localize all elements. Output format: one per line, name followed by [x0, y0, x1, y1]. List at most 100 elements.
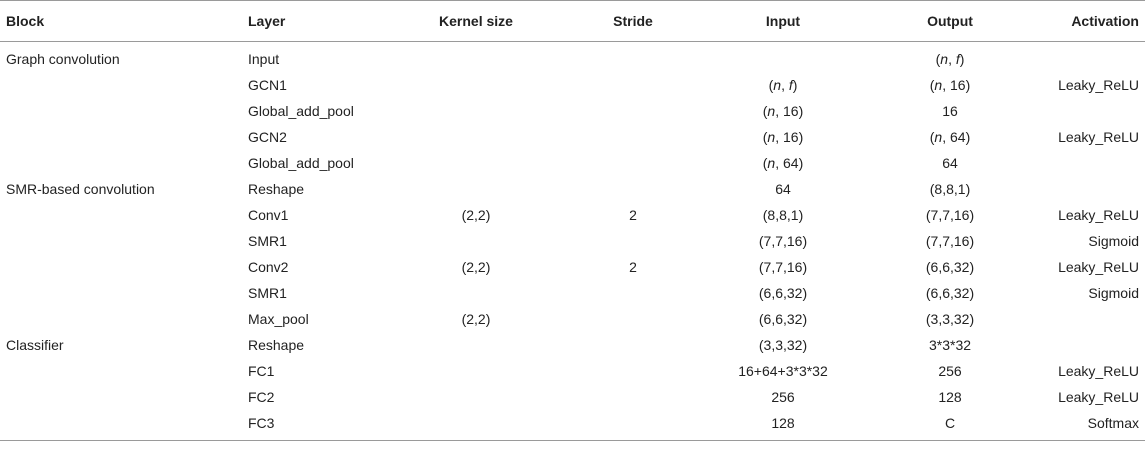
header-output: Output — [927, 13, 973, 29]
cell-input: (7,7,16) — [758, 259, 808, 275]
cell-kernel-size — [386, 42, 566, 73]
cell-input: (n, 16) — [762, 103, 804, 119]
table-row: GCN1 (n, f) (n, 16) Leaky_ReLU — [0, 72, 1145, 98]
cell-block — [0, 124, 236, 150]
cell-input: (n, 16) — [762, 129, 804, 145]
cell-kernel-size — [386, 228, 566, 254]
cell-output: (8,8,1) — [929, 181, 971, 197]
cell-stride — [566, 72, 700, 98]
cell-input: (7,7,16) — [758, 233, 808, 249]
cell-stride — [566, 176, 700, 202]
cell-activation: Sigmoid — [1088, 233, 1139, 249]
architecture-table: Block Layer Kernel size Stride Input Out… — [0, 0, 1145, 441]
cell-kernel-size — [386, 410, 566, 441]
table-row: Max_pool (2,2) (6,6,32) (3,3,32) — [0, 306, 1145, 332]
cell-kernel-size — [386, 124, 566, 150]
cell-input: 64 — [775, 181, 791, 197]
cell-stride — [566, 384, 700, 410]
cell-input: (3,3,32) — [758, 337, 808, 353]
cell-layer: SMR1 — [248, 233, 287, 249]
table-row: Classifier Reshape (3,3,32) 3*3*32 — [0, 332, 1145, 358]
cell-layer: FC3 — [248, 415, 275, 431]
cell-block — [0, 98, 236, 124]
table-row: Global_add_pool (n, 64) 64 — [0, 150, 1145, 176]
cell-layer: FC2 — [248, 389, 275, 405]
cell-block — [0, 358, 236, 384]
header-row: Block Layer Kernel size Stride Input Out… — [0, 0, 1145, 42]
cell-block — [0, 410, 236, 441]
cell-layer: Conv1 — [248, 207, 289, 223]
cell-stride — [566, 410, 700, 441]
cell-stride — [566, 228, 700, 254]
cell-output: 64 — [942, 155, 958, 171]
cell-activation: Leaky_ReLU — [1058, 363, 1139, 379]
cell-output: C — [944, 415, 956, 431]
cell-stride — [566, 98, 700, 124]
header-kernel-size: Kernel size — [439, 13, 513, 29]
cell-output: 256 — [938, 363, 962, 379]
cell-block — [0, 280, 236, 306]
cell-output: 3*3*32 — [928, 337, 972, 353]
cell-stride — [566, 150, 700, 176]
cell-activation: Sigmoid — [1088, 285, 1139, 301]
cell-activation — [1034, 98, 1145, 124]
cell-activation — [1034, 306, 1145, 332]
cell-output: (n, 64) — [929, 129, 971, 145]
header-layer: Layer — [248, 13, 286, 29]
cell-kernel-size — [386, 332, 566, 358]
table-row: Conv1 (2,2) 2 (8,8,1) (7,7,16) Leaky_ReLU — [0, 202, 1145, 228]
cell-kernel-size — [386, 358, 566, 384]
cell-stride — [566, 280, 700, 306]
cell-input: (8,8,1) — [762, 207, 804, 223]
cell-block — [0, 202, 236, 228]
table-row: SMR1 (6,6,32) (6,6,32) Sigmoid — [0, 280, 1145, 306]
cell-output: (6,6,32) — [925, 259, 975, 275]
cell-block — [0, 228, 236, 254]
table-row: SMR1 (7,7,16) (7,7,16) Sigmoid — [0, 228, 1145, 254]
cell-activation — [1034, 332, 1145, 358]
cell-output: 128 — [938, 389, 962, 405]
cell-kernel-size: (2,2) — [461, 311, 491, 327]
cell-input: 256 — [771, 389, 795, 405]
cell-input — [700, 42, 866, 73]
cell-block: SMR-based convolution — [6, 181, 155, 197]
cell-output: 16 — [942, 103, 958, 119]
cell-activation — [1034, 42, 1145, 73]
cell-output: (7,7,16) — [925, 233, 975, 249]
cell-block — [0, 254, 236, 280]
table-row: FC2 256 128 Leaky_ReLU — [0, 384, 1145, 410]
cell-layer: FC1 — [248, 363, 275, 379]
cell-input: (6,6,32) — [758, 285, 808, 301]
cell-activation: Leaky_ReLU — [1058, 389, 1139, 405]
cell-input: 16+64+3*3*32 — [738, 363, 828, 379]
cell-layer: Input — [248, 51, 280, 67]
cell-block — [0, 306, 236, 332]
table-row: Global_add_pool (n, 16) 16 — [0, 98, 1145, 124]
cell-stride: 2 — [629, 207, 637, 223]
cell-block — [0, 384, 236, 410]
cell-stride: 2 — [629, 259, 637, 275]
cell-activation — [1034, 176, 1145, 202]
cell-block: Classifier — [6, 337, 64, 353]
cell-layer: Global_add_pool — [248, 103, 354, 119]
cell-output: (3,3,32) — [925, 311, 975, 327]
table-header: Block Layer Kernel size Stride Input Out… — [0, 0, 1145, 42]
table-row: Conv2 (2,2) 2 (7,7,16) (6,6,32) Leaky_ReLU — [0, 254, 1145, 280]
cell-activation: Leaky_ReLU — [1058, 207, 1139, 223]
cell-kernel-size — [386, 150, 566, 176]
cell-input: 128 — [771, 415, 795, 431]
cell-layer: Reshape — [248, 181, 305, 197]
table-row: FC3 128 C Softmax — [0, 410, 1145, 441]
cell-layer: Reshape — [248, 337, 305, 353]
cell-input: (n, f) — [768, 77, 798, 93]
cell-stride — [566, 306, 700, 332]
cell-layer: GCN2 — [248, 129, 287, 145]
cell-output: (6,6,32) — [925, 285, 975, 301]
cell-layer: Global_add_pool — [248, 155, 354, 171]
header-input: Input — [765, 13, 801, 29]
cell-input: (n, 64) — [762, 155, 804, 171]
cell-layer: GCN1 — [248, 77, 287, 93]
cell-activation: Leaky_ReLU — [1058, 259, 1139, 275]
table-row: FC1 16+64+3*3*32 256 Leaky_ReLU — [0, 358, 1145, 384]
